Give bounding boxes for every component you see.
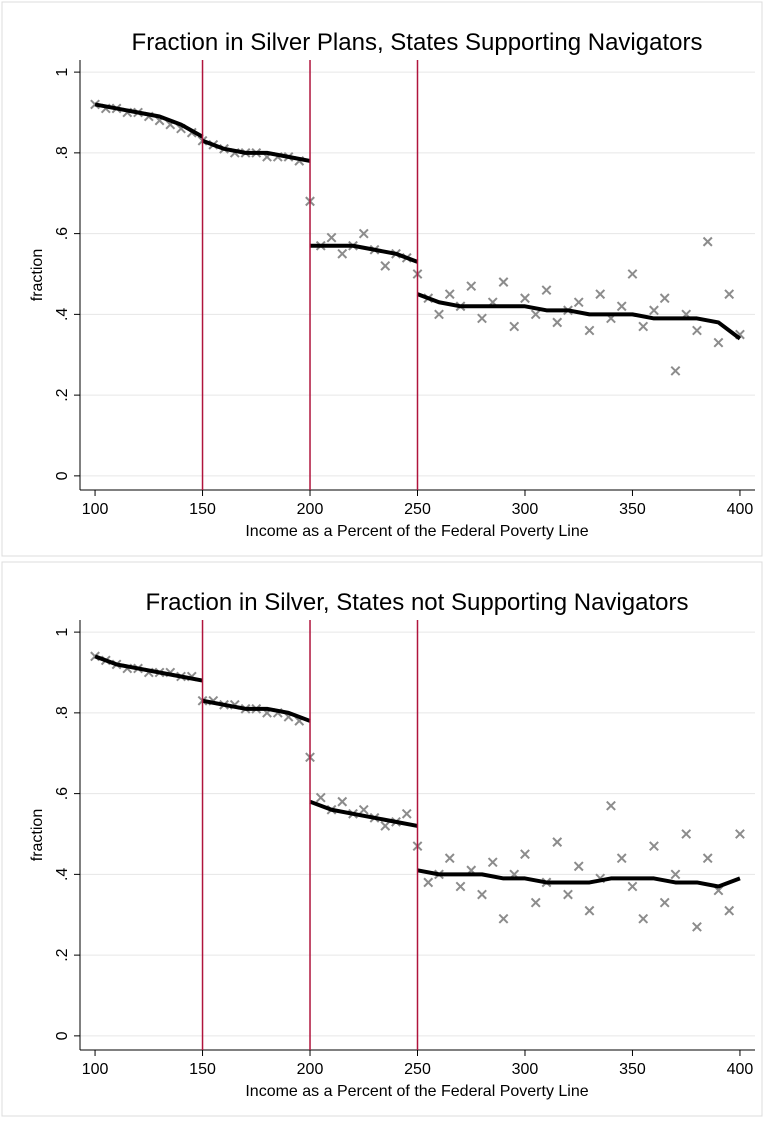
chart-title: Fraction in Silver Plans, States Support…	[132, 29, 703, 56]
scatter-marker	[337, 248, 348, 259]
scatter-marker	[713, 337, 724, 348]
scatter-marker	[649, 305, 659, 316]
scatter-marker	[724, 289, 735, 300]
y-tick-label: 0	[54, 471, 71, 480]
scatter-marker	[692, 921, 702, 932]
x-tick-label: 200	[297, 501, 324, 518]
y-tick-label: .2	[54, 948, 71, 961]
x-axis-title: Income as a Percent of the Federal Pover…	[245, 523, 588, 540]
panel-frame	[1, 1, 763, 557]
y-tick-label: .4	[54, 308, 71, 321]
scatter-marker	[530, 897, 541, 908]
x-tick-label: 300	[512, 1061, 539, 1078]
scatter-marker	[573, 861, 584, 872]
scatter-marker	[380, 261, 391, 271]
scatter-marker	[681, 829, 692, 839]
scatter-marker	[659, 293, 670, 304]
x-tick-label: 200	[297, 1061, 324, 1078]
scatter-marker	[423, 877, 434, 888]
scatter-marker	[638, 913, 649, 924]
panel: Fraction in Silver Plans, States Support…	[1, 1, 763, 557]
y-tick-label: 0	[54, 1031, 71, 1040]
x-tick-label: 250	[404, 501, 431, 518]
scatter-marker	[541, 285, 552, 296]
scatter-marker	[315, 792, 326, 803]
scatter-marker	[552, 837, 563, 847]
scatter-marker	[627, 881, 638, 892]
x-tick-label: 350	[619, 1061, 646, 1078]
scatter-marker	[337, 796, 348, 807]
scatter-marker	[659, 897, 670, 908]
scatter-marker	[444, 853, 455, 864]
scatter-marker	[573, 297, 584, 308]
scatter-marker	[638, 321, 649, 332]
y-axis-title: fraction	[29, 809, 46, 861]
scatter-marker	[595, 289, 606, 300]
scatter-marker	[735, 829, 745, 839]
scatter-marker	[498, 277, 509, 287]
scatter-marker	[444, 289, 455, 300]
scatter-marker	[509, 321, 520, 332]
x-axis-title: Income as a Percent of the Federal Pover…	[245, 1083, 588, 1100]
y-tick-label: 1	[54, 68, 71, 77]
scatter-marker	[702, 236, 713, 247]
scatter-marker	[724, 905, 735, 916]
x-tick-label: 400	[727, 1061, 754, 1078]
scatter-marker	[520, 293, 530, 304]
x-tick-label: 250	[404, 1061, 431, 1078]
scatter-marker	[584, 905, 595, 916]
scatter-marker	[358, 804, 369, 815]
scatter-marker	[455, 881, 466, 892]
scatter-marker	[520, 849, 530, 860]
x-tick-label: 400	[727, 501, 754, 518]
scatter-marker	[702, 853, 713, 864]
scatter-marker	[584, 325, 595, 336]
x-tick-label: 150	[189, 501, 216, 518]
scatter-marker	[326, 232, 337, 243]
scatter-marker	[692, 325, 702, 336]
y-tick-label: .4	[54, 868, 71, 881]
scatter-marker	[606, 800, 616, 811]
scatter-marker	[358, 228, 369, 239]
panel: Fraction in Silver, States not Supportin…	[1, 561, 763, 1117]
y-tick-label: 1	[54, 628, 71, 637]
scatter-marker	[477, 889, 487, 900]
y-tick-label: .8	[54, 146, 71, 159]
scatter-marker	[670, 869, 681, 880]
scatter-marker	[477, 313, 487, 324]
scatter-marker	[627, 269, 638, 279]
scatter-marker	[616, 301, 627, 312]
x-tick-label: 350	[619, 501, 646, 518]
y-tick-label: .2	[54, 388, 71, 401]
x-tick-label: 300	[512, 501, 539, 518]
scatter-marker	[401, 808, 412, 819]
panel-frame	[1, 561, 763, 1117]
x-tick-label: 100	[82, 501, 109, 518]
y-tick-label: .6	[54, 227, 71, 240]
y-axis-title: fraction	[29, 249, 46, 301]
scatter-marker	[649, 841, 659, 852]
scatter-marker	[563, 889, 573, 900]
fit-line	[94, 654, 741, 889]
x-tick-label: 100	[82, 1061, 109, 1078]
fit-line	[94, 102, 742, 341]
scatter-marker	[530, 309, 541, 320]
scatter-marker	[466, 281, 477, 292]
scatter-marker	[380, 821, 391, 831]
scatter-marker	[487, 857, 498, 868]
y-tick-label: .8	[54, 706, 71, 719]
scatter-marker	[616, 853, 627, 864]
scatter-marker	[498, 913, 509, 924]
scatter-marker	[552, 317, 563, 328]
scatter-marker	[434, 309, 444, 320]
y-tick-label: .6	[54, 787, 71, 800]
chart-title: Fraction in Silver, States not Supportin…	[146, 589, 689, 616]
scatter-marker	[670, 365, 681, 376]
x-tick-label: 150	[189, 1061, 216, 1078]
